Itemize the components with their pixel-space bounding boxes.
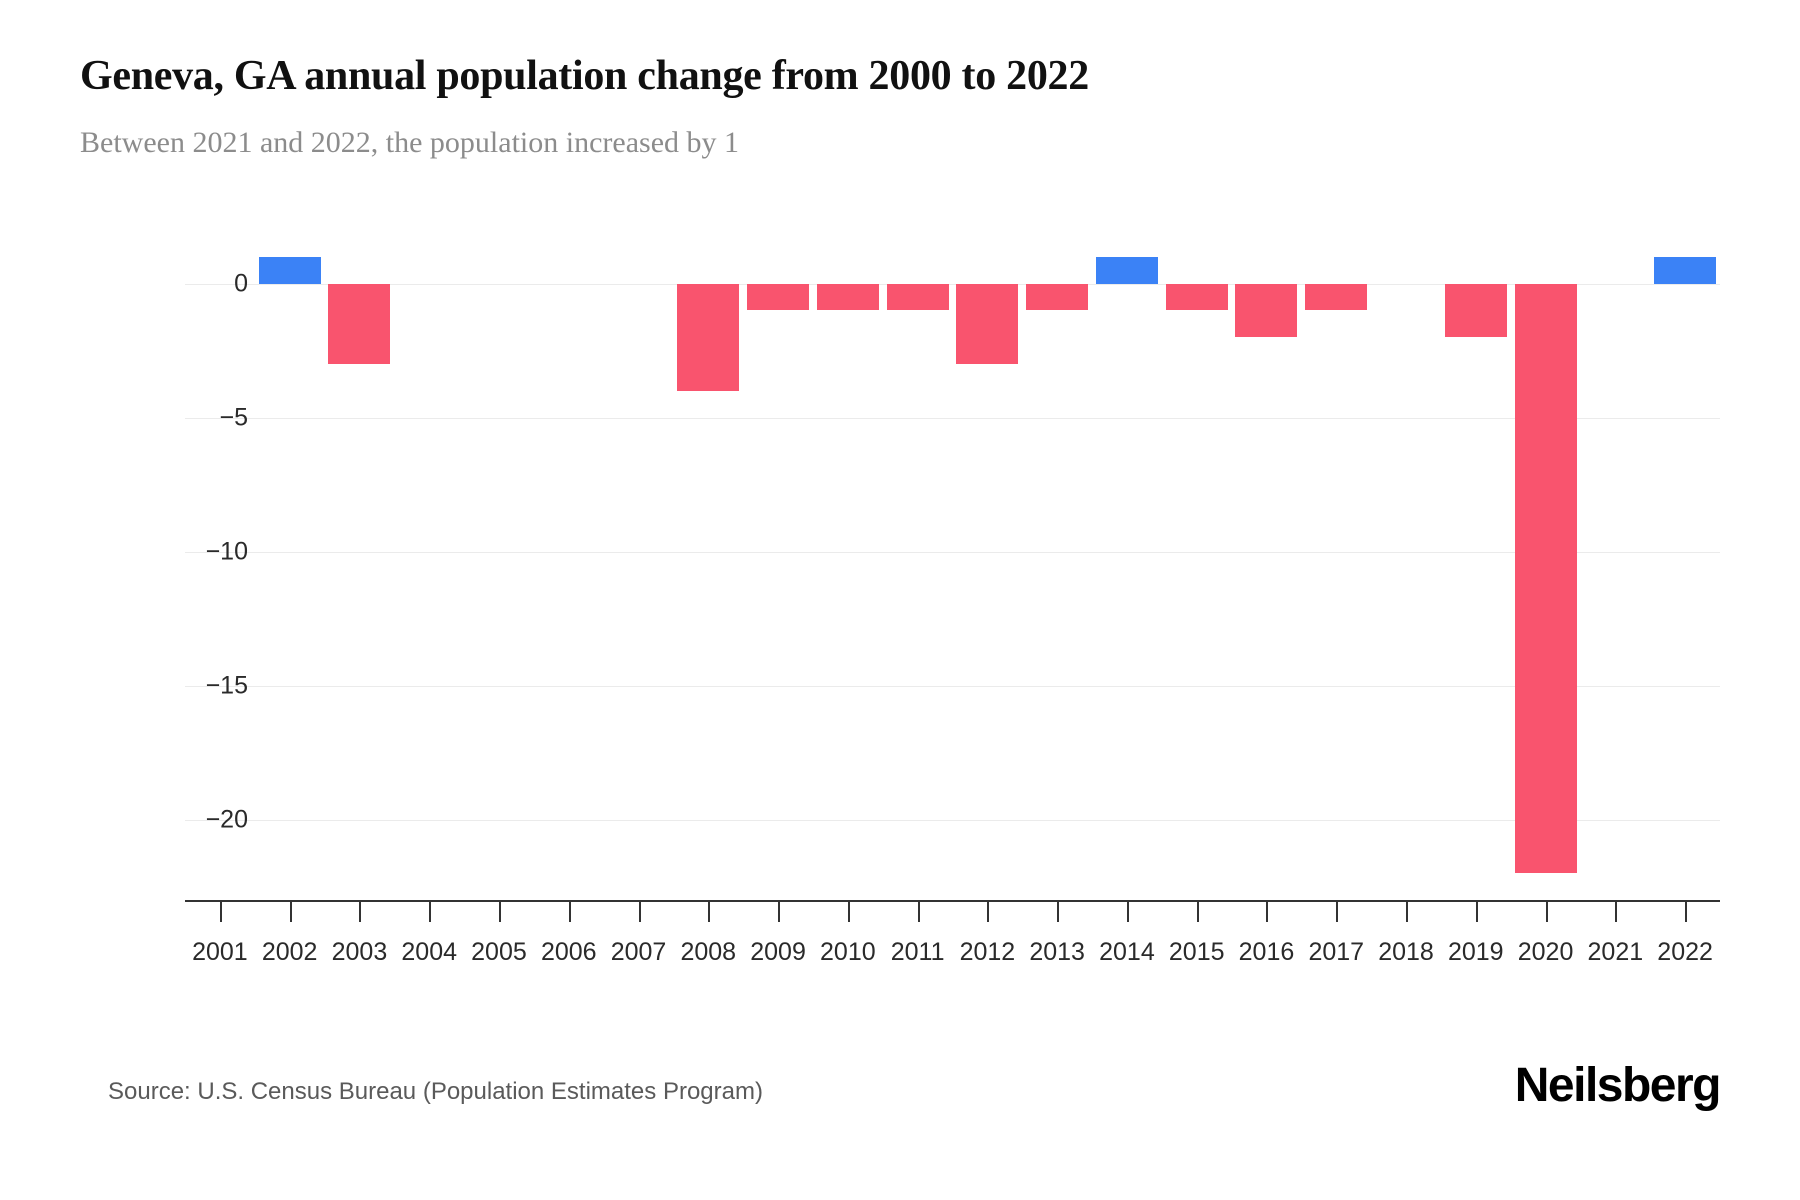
- bar-2022[interactable]: [1654, 256, 1717, 284]
- x-axis-tick-label: 2009: [750, 938, 806, 966]
- x-axis-tick: [359, 900, 362, 922]
- x-axis-tick: [1615, 900, 1618, 922]
- gridline: [185, 685, 1720, 687]
- x-axis-tick: [219, 900, 222, 922]
- x-axis-tick-label: 2014: [1099, 938, 1155, 966]
- x-axis-tick: [1545, 900, 1548, 922]
- x-axis-tick-label: 2020: [1517, 938, 1574, 966]
- y-axis-tick-label: −15: [205, 671, 248, 700]
- bar-2010[interactable]: [816, 283, 879, 311]
- x-axis-tick: [429, 900, 432, 922]
- bar-2002[interactable]: [258, 256, 321, 284]
- page-title: Geneva, GA annual population change from…: [80, 53, 1089, 99]
- x-axis-tick-label: 2002: [261, 938, 318, 966]
- bar-series: [185, 230, 1720, 900]
- bar-2008[interactable]: [677, 283, 740, 391]
- gridline: [185, 551, 1720, 553]
- x-axis-tick-label: 2008: [680, 938, 737, 966]
- x-axis-tick: [708, 900, 711, 922]
- bar-2003[interactable]: [328, 283, 391, 364]
- x-axis-tick-label: 2007: [610, 938, 667, 966]
- bar-2011[interactable]: [886, 283, 949, 311]
- x-axis-tick-label: 2005: [471, 938, 527, 966]
- bar-2014[interactable]: [1095, 256, 1158, 284]
- source-note: Source: U.S. Census Bureau (Population E…: [108, 1078, 763, 1105]
- x-axis-tick-label: 2012: [959, 938, 1016, 966]
- x-axis-tick: [638, 900, 641, 922]
- x-axis-tick: [987, 900, 990, 922]
- x-axis-tick-label: 2004: [401, 938, 458, 966]
- bar-2009[interactable]: [747, 283, 810, 311]
- x-axis-tick: [289, 900, 292, 922]
- x-axis-tick-label: 2017: [1308, 938, 1365, 966]
- gridline: [185, 283, 1720, 285]
- bar-2017[interactable]: [1305, 283, 1368, 311]
- x-axis-line: [185, 900, 1720, 902]
- x-axis-tick-label: 2016: [1238, 938, 1295, 966]
- x-axis-tick: [1406, 900, 1409, 922]
- y-axis-tick-label: 0: [234, 269, 248, 298]
- x-axis-tick-label: 2006: [540, 938, 597, 966]
- x-axis-tick: [1685, 900, 1688, 922]
- x-axis-tick-label: 2018: [1378, 938, 1434, 966]
- gridline: [185, 819, 1720, 821]
- x-axis-tick: [1057, 900, 1060, 922]
- x-axis-tick: [1126, 900, 1129, 922]
- gridline: [185, 417, 1720, 419]
- x-axis-tick: [1266, 900, 1269, 922]
- x-axis-tick-label: 2010: [820, 938, 876, 966]
- y-axis-tick-label: −20: [205, 805, 248, 834]
- chart-subtitle: Between 2021 and 2022, the population in…: [80, 126, 740, 159]
- x-axis-tick-label: 2022: [1657, 938, 1713, 966]
- x-axis-tick-label: 2011: [890, 938, 945, 966]
- x-axis-tick-label: 2013: [1029, 938, 1085, 966]
- brand-logo: Neilsberg: [1514, 1059, 1722, 1112]
- plot-area: [185, 230, 1720, 900]
- x-axis-tick: [1475, 900, 1478, 922]
- bar-2020[interactable]: [1514, 283, 1577, 874]
- bar-2012[interactable]: [956, 283, 1019, 364]
- x-axis-tick: [568, 900, 571, 922]
- bar-2019[interactable]: [1444, 283, 1507, 338]
- bar-2015[interactable]: [1165, 283, 1228, 311]
- x-axis-tick: [1336, 900, 1339, 922]
- bar-2013[interactable]: [1026, 283, 1089, 311]
- x-axis-tick: [498, 900, 501, 922]
- x-axis-tick: [778, 900, 781, 922]
- bar-2016[interactable]: [1235, 283, 1298, 338]
- x-axis-tick-label: 2003: [331, 938, 388, 966]
- x-axis-tick-label: 2021: [1587, 938, 1644, 966]
- x-axis-tick: [917, 900, 920, 922]
- y-axis-tick-label: −5: [219, 403, 248, 432]
- x-axis-tick-label: 2019: [1447, 938, 1504, 966]
- x-axis-tick: [847, 900, 850, 922]
- x-axis-tick-label: 2001: [192, 938, 248, 966]
- x-axis-tick-label: 2015: [1168, 938, 1225, 966]
- y-axis-tick-label: −10: [205, 537, 248, 566]
- x-axis-tick: [1196, 900, 1199, 922]
